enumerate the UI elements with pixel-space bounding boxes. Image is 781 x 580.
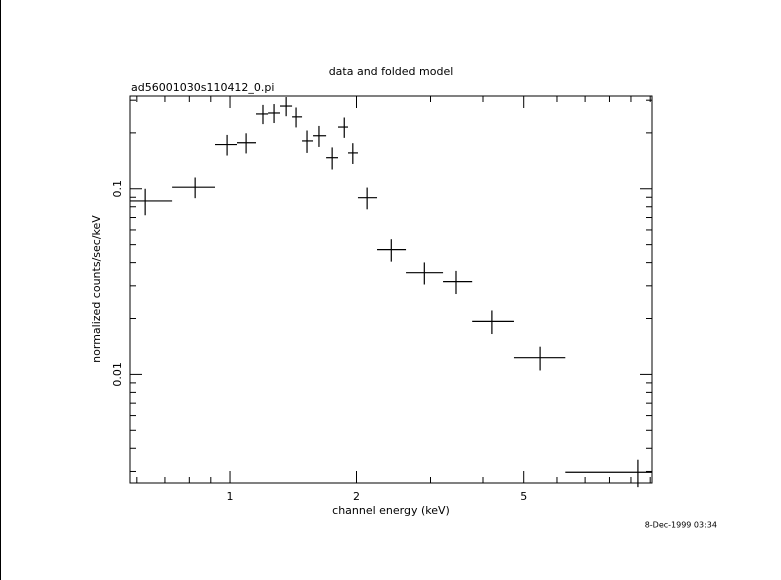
x-tick-label: 5: [520, 490, 527, 503]
x-tick-label: 2: [353, 490, 360, 503]
x-axis-label: channel energy (keV): [332, 504, 450, 517]
chart-subtitle: ad56001030s110412_0.pi: [131, 81, 274, 94]
y-tick-label: 0.1: [111, 180, 124, 198]
x-tick-label: 1: [227, 490, 234, 503]
timestamp: 8-Dec-1999 03:34: [645, 521, 717, 530]
plot-frame: [129, 95, 653, 484]
chart-title: data and folded model: [329, 65, 454, 78]
y-tick-label: 0.01: [111, 362, 124, 387]
y-axis-label: normalized counts/sec/keV: [90, 215, 103, 363]
